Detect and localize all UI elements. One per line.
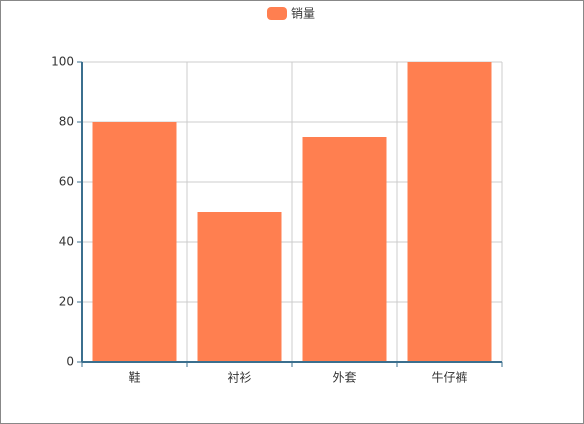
- y-tick-label: 40: [59, 235, 74, 249]
- y-tick-label: 20: [59, 295, 74, 309]
- y-tick-label: 80: [59, 115, 74, 129]
- x-tick-label: 牛仔裤: [431, 370, 467, 385]
- bar: [92, 122, 177, 362]
- x-tick-label: 衬衫: [227, 371, 251, 385]
- y-tick-label: 60: [59, 175, 74, 189]
- y-tick-label: 100: [51, 55, 74, 69]
- x-tick-label: 鞋: [128, 370, 140, 385]
- legend-swatch: [267, 7, 287, 20]
- bar: [407, 62, 492, 362]
- bar: [197, 212, 282, 362]
- y-tick-label: 0: [66, 355, 74, 369]
- x-tick-label: 外套: [332, 371, 356, 385]
- legend-label: 销量: [291, 7, 315, 21]
- bar: [302, 137, 387, 362]
